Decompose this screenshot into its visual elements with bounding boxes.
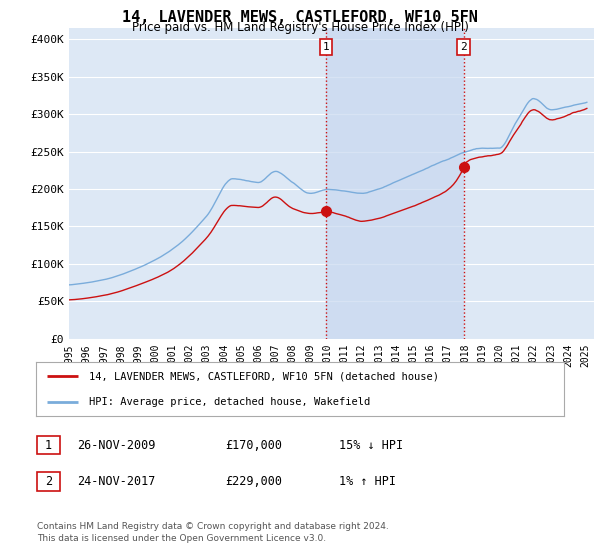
Text: 24-NOV-2017: 24-NOV-2017 xyxy=(77,475,155,488)
Text: 2: 2 xyxy=(460,42,467,52)
Text: 26-NOV-2009: 26-NOV-2009 xyxy=(77,438,155,452)
Text: 1: 1 xyxy=(45,438,52,452)
Text: £229,000: £229,000 xyxy=(225,475,282,488)
Text: 1: 1 xyxy=(322,42,329,52)
Text: 1% ↑ HPI: 1% ↑ HPI xyxy=(339,475,396,488)
Text: HPI: Average price, detached house, Wakefield: HPI: Average price, detached house, Wake… xyxy=(89,396,370,407)
Text: Contains HM Land Registry data © Crown copyright and database right 2024.
This d: Contains HM Land Registry data © Crown c… xyxy=(37,522,389,543)
Text: £170,000: £170,000 xyxy=(225,438,282,452)
Text: 14, LAVENDER MEWS, CASTLEFORD, WF10 5FN (detached house): 14, LAVENDER MEWS, CASTLEFORD, WF10 5FN … xyxy=(89,371,439,381)
Text: 15% ↓ HPI: 15% ↓ HPI xyxy=(339,438,403,452)
Text: Price paid vs. HM Land Registry's House Price Index (HPI): Price paid vs. HM Land Registry's House … xyxy=(131,21,469,34)
Text: 2: 2 xyxy=(45,475,52,488)
Bar xyxy=(326,28,464,339)
Text: 14, LAVENDER MEWS, CASTLEFORD, WF10 5FN: 14, LAVENDER MEWS, CASTLEFORD, WF10 5FN xyxy=(122,10,478,25)
